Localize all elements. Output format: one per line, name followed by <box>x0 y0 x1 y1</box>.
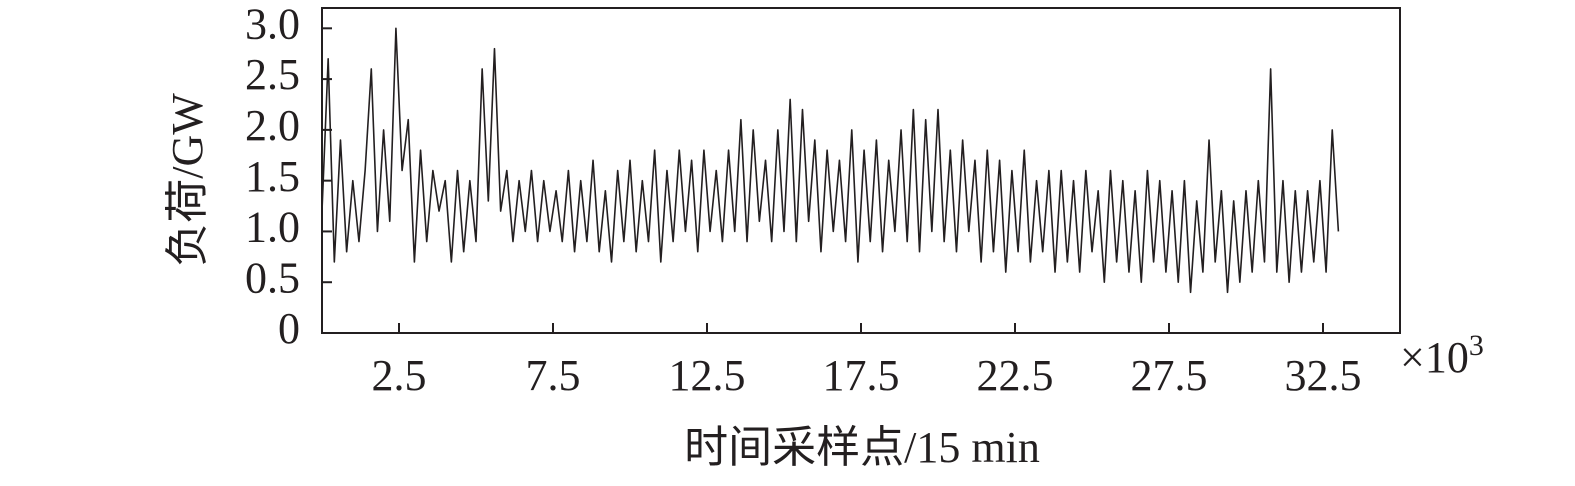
x-tick-label: 2.5 <box>372 351 427 400</box>
x-tick-label: 32.5 <box>1285 351 1362 400</box>
y-tick-label: 3.0 <box>245 0 300 48</box>
y-axis-label: 负荷/GW <box>163 93 212 267</box>
x-axis-label: 时间采样点/15 min <box>684 423 1040 472</box>
x-multiplier-base: ×10 <box>1400 333 1469 382</box>
x-multiplier: ×103 <box>1400 329 1484 382</box>
y-tick-label: 1.0 <box>245 203 300 252</box>
x-tick-label: 17.5 <box>823 351 900 400</box>
x-tick-label: 27.5 <box>1131 351 1208 400</box>
x-tick-label: 22.5 <box>977 351 1054 400</box>
y-tick-label: 2.5 <box>245 50 300 99</box>
y-tick-label: 1.5 <box>245 152 300 201</box>
y-tick-label: 0.5 <box>245 253 300 302</box>
plot-frame <box>321 7 1401 334</box>
x-tick-label: 12.5 <box>669 351 746 400</box>
load-line <box>321 27 1340 294</box>
y-tick-label: 0 <box>278 304 300 353</box>
y-tick-label: 2.0 <box>245 101 300 150</box>
x-tick-label: 7.5 <box>526 351 581 400</box>
x-multiplier-exponent: 3 <box>1469 329 1484 362</box>
